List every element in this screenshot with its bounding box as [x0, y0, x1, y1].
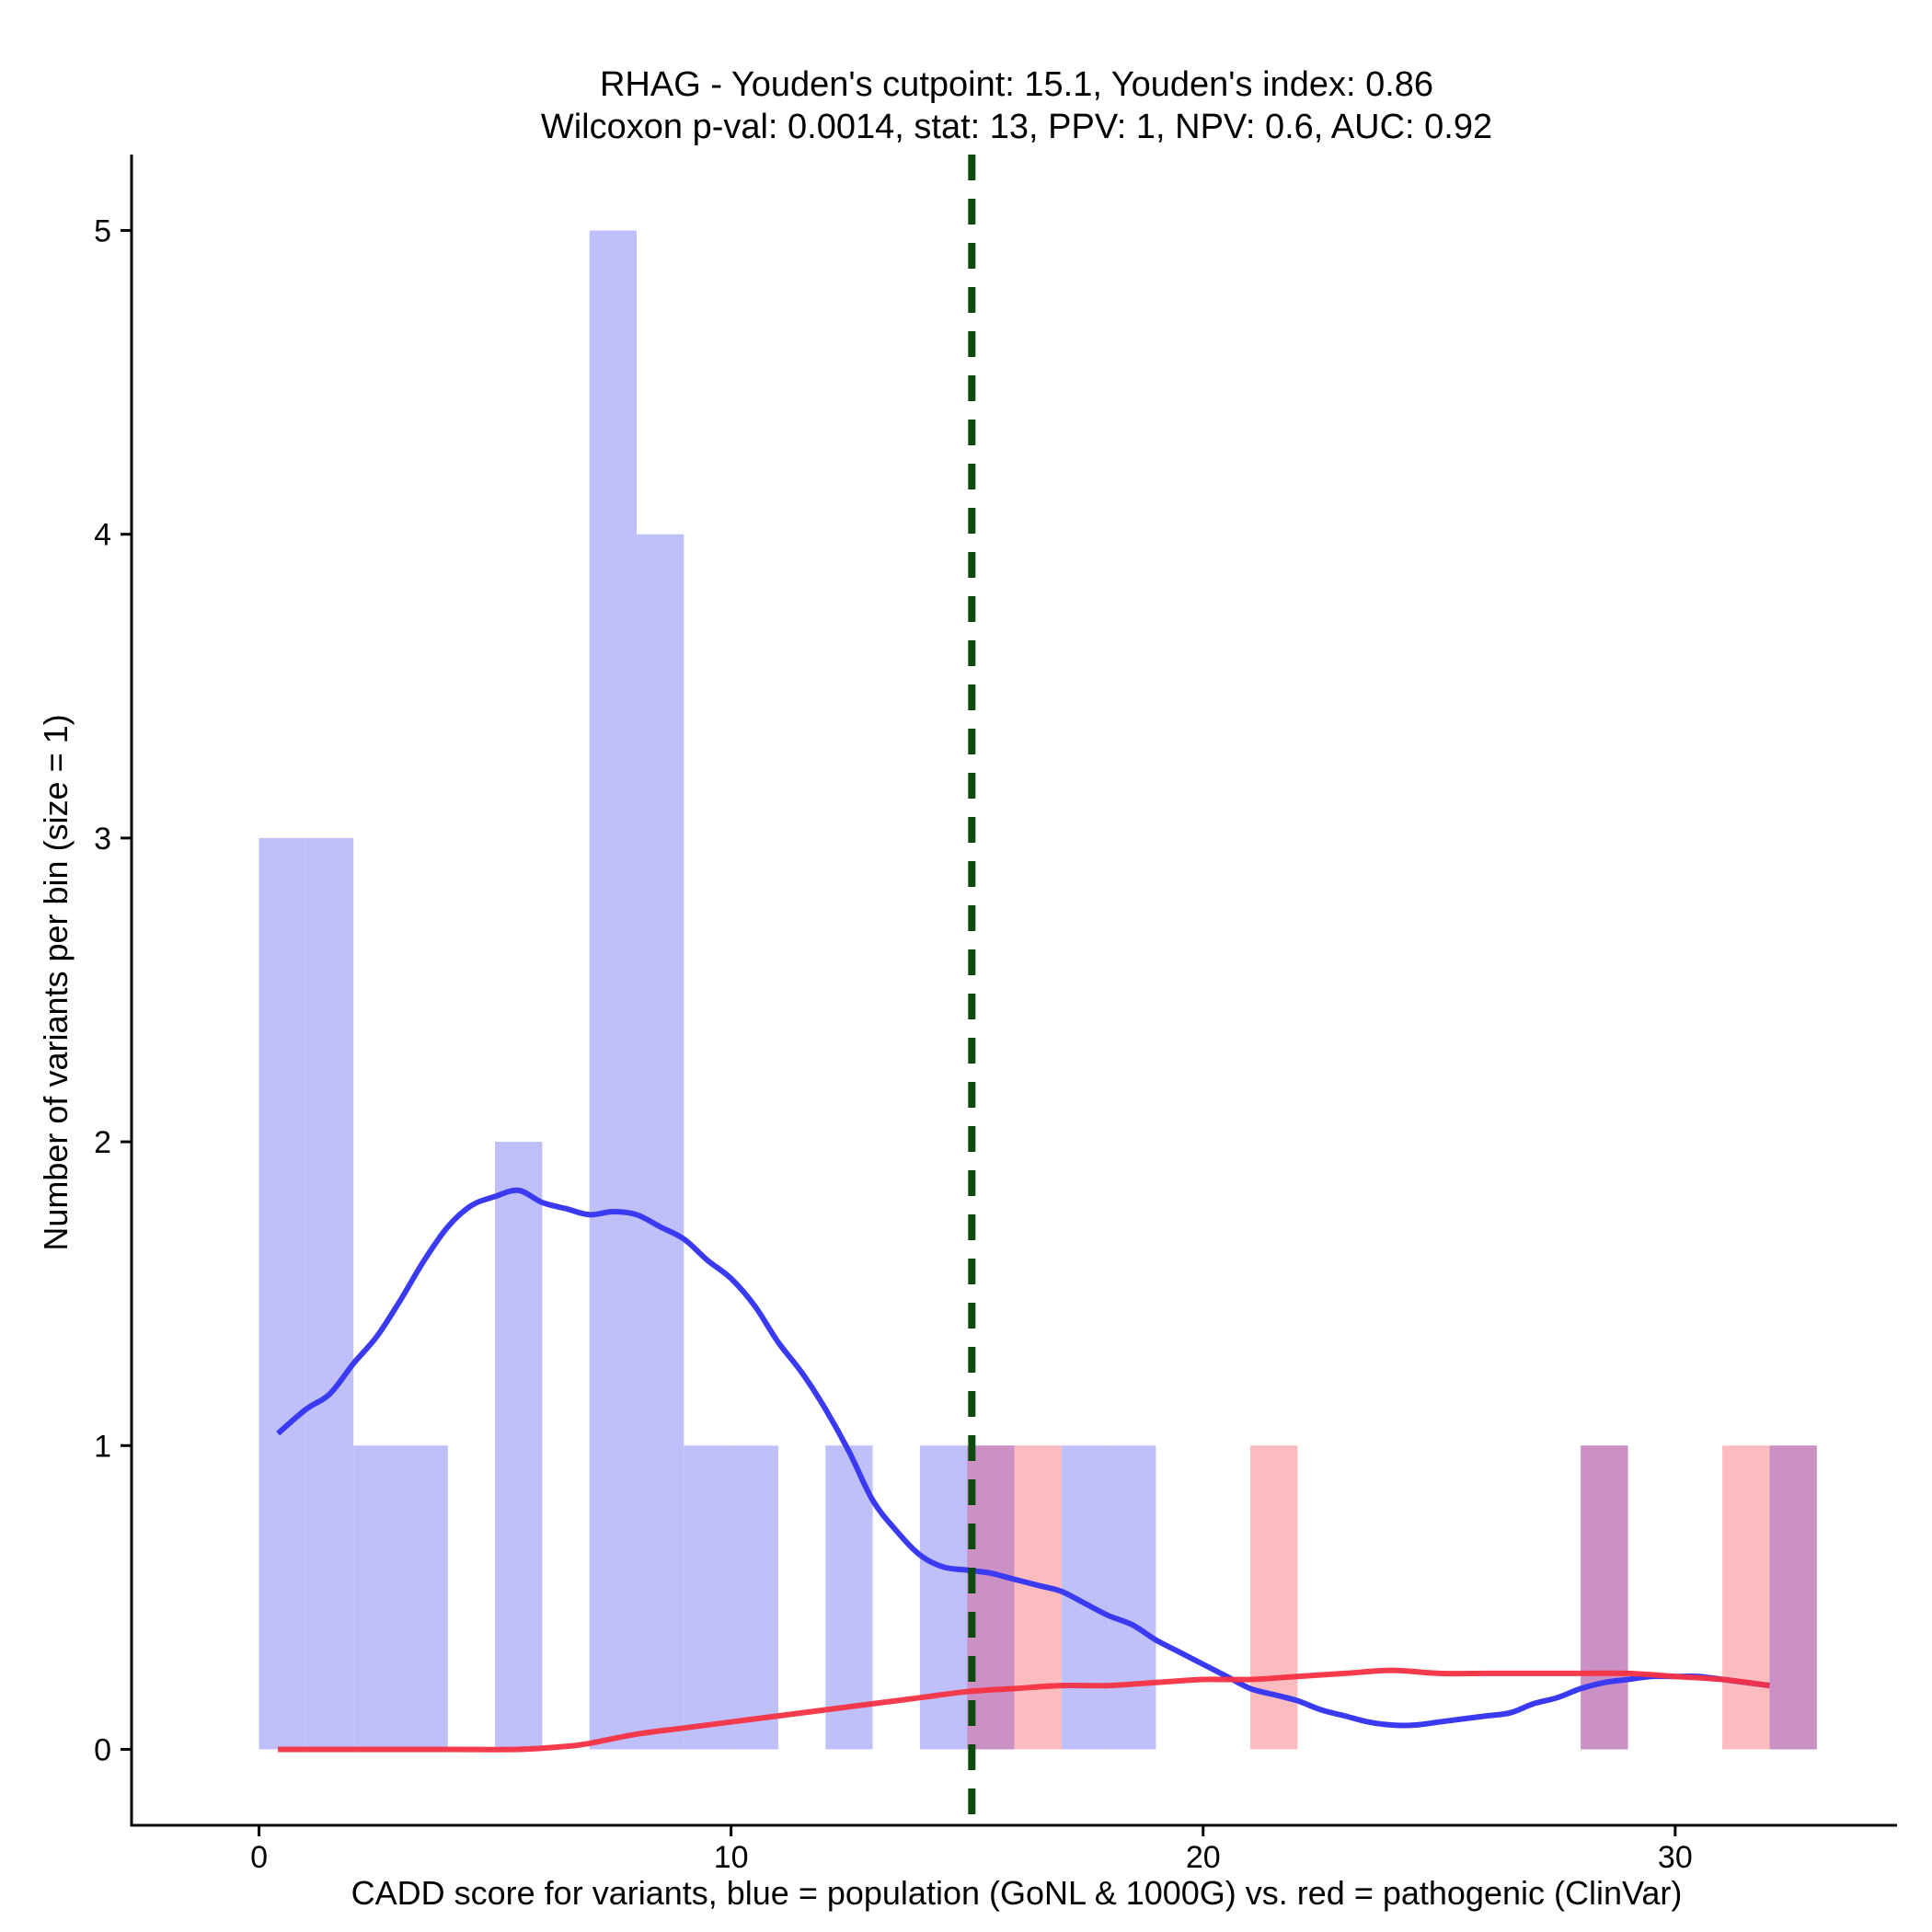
y-tick-label: 3	[94, 822, 111, 857]
population-bar	[825, 1445, 873, 1750]
x-tick-label: 20	[1186, 1840, 1221, 1875]
chart-title-line1: RHAG - Youden's cutpoint: 15.1, Youden's…	[600, 65, 1433, 104]
y-tick-label: 4	[94, 518, 111, 553]
y-tick-label: 2	[94, 1125, 111, 1160]
y-tick-label: 5	[94, 214, 111, 249]
axes: 0 10 20 30 0 1 2 3 4 5	[94, 155, 1897, 1875]
y-tick-label: 0	[94, 1732, 111, 1767]
pathogenic-bar	[1014, 1445, 1062, 1750]
x-tick-label: 0	[250, 1840, 268, 1875]
population-bar	[305, 837, 354, 1750]
population-bar	[730, 1445, 778, 1750]
population-bar	[259, 837, 306, 1750]
pathogenic-bar	[1250, 1445, 1298, 1750]
x-axis-label: CADD score for variants, blue = populati…	[351, 1874, 1683, 1912]
population-bar	[919, 1445, 968, 1750]
population-bar	[589, 230, 638, 1750]
population-bar	[1109, 1445, 1156, 1750]
chart-title-line2: Wilcoxon p-val: 0.0014, stat: 13, PPV: 1…	[541, 108, 1492, 146]
density-curves	[276, 1187, 1770, 1753]
population-bar	[495, 1142, 543, 1750]
overlap-bar	[1581, 1445, 1628, 1750]
histogram-bars	[259, 230, 1817, 1750]
population-density-line	[276, 1187, 1770, 1729]
pathogenic-density-line	[278, 1667, 1770, 1753]
overlap-bar	[1769, 1445, 1817, 1750]
pathogenic-bar	[1722, 1445, 1770, 1750]
y-axis-label: Number of variants per bin (size = 1)	[37, 714, 75, 1250]
x-tick-label: 10	[714, 1840, 749, 1875]
population-bar	[684, 1445, 731, 1750]
population-bar	[400, 1445, 448, 1750]
population-bar	[353, 1445, 401, 1750]
population-bar	[637, 534, 684, 1750]
x-tick-label: 30	[1658, 1840, 1693, 1875]
y-tick-label: 1	[94, 1429, 111, 1464]
